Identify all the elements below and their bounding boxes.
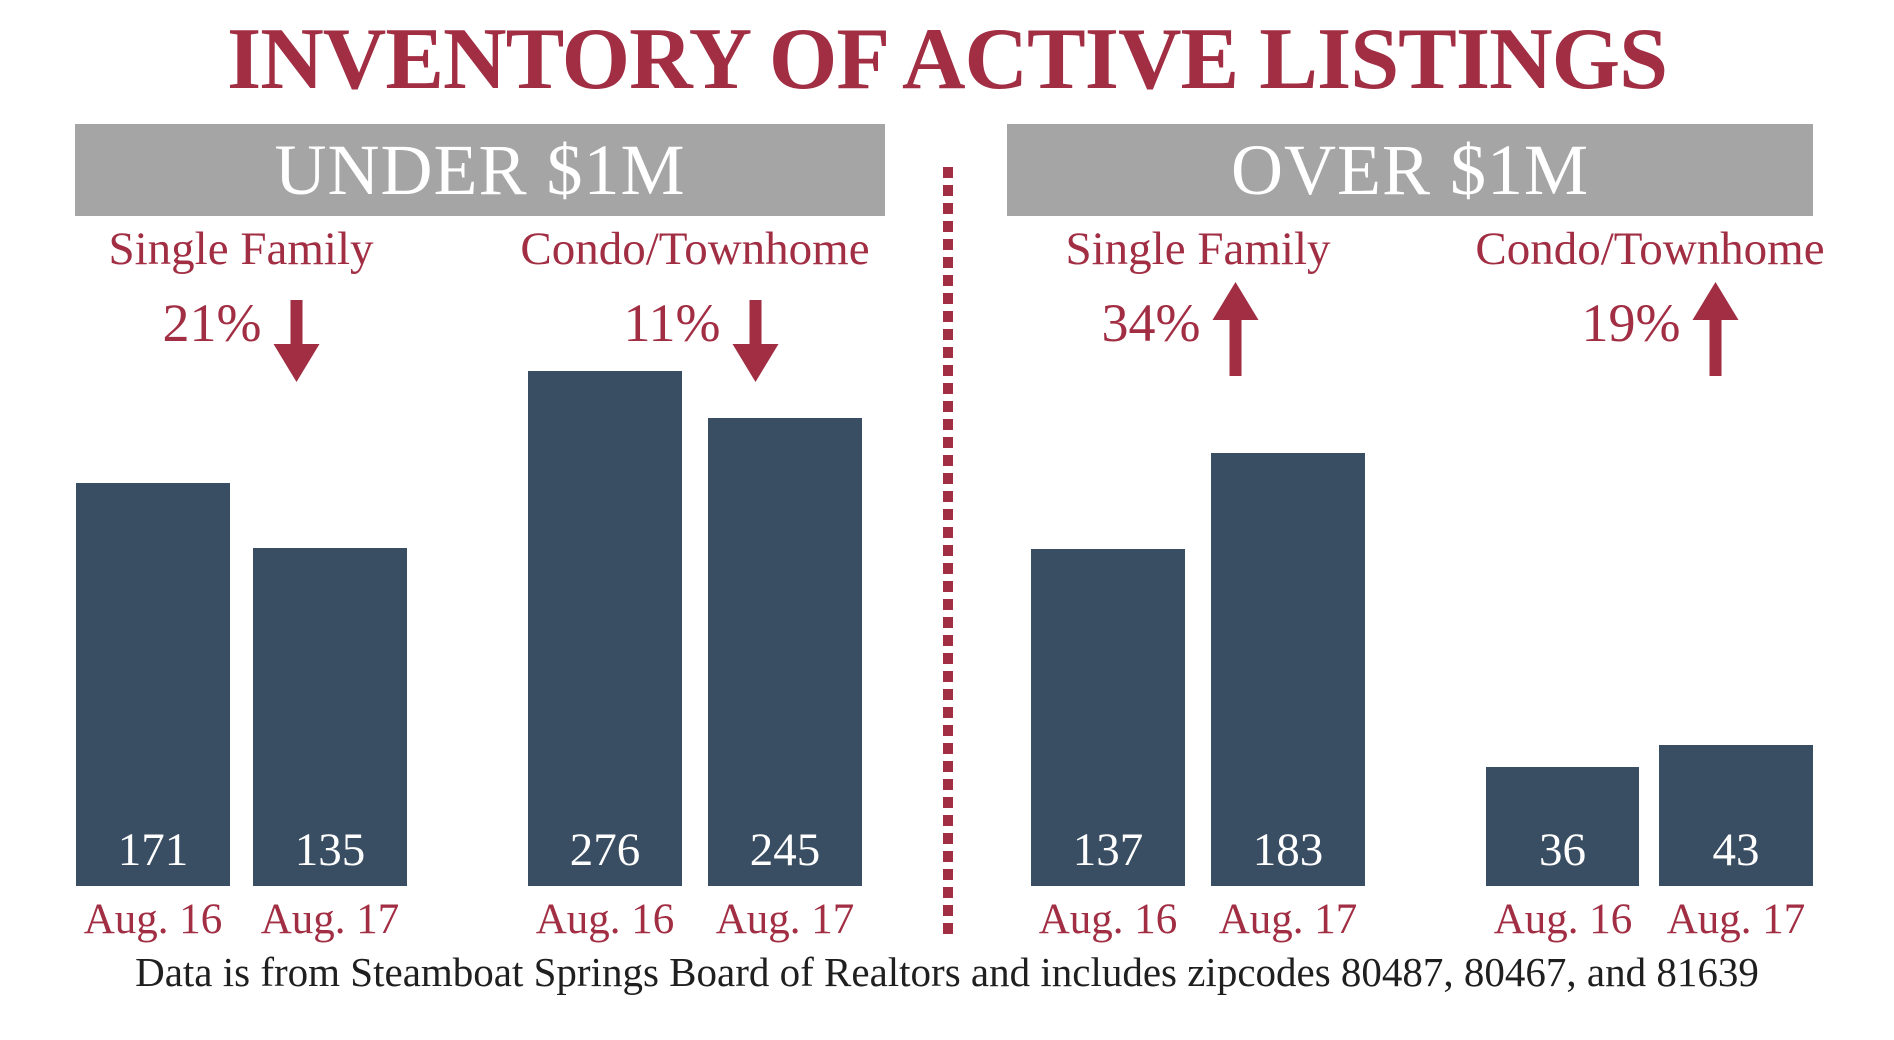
section-header-under-1m: UNDER $1M [75, 124, 885, 216]
bar-value: 43 [1712, 824, 1760, 876]
axis-label-aug16: Aug. 16 [535, 896, 675, 943]
pct-change-over-condo-townhome: 19% [1581, 282, 1739, 376]
data-source-note: Data is from Steamboat Springs Board of … [135, 949, 1759, 995]
section-header-over-1m: OVER $1M [1007, 124, 1813, 216]
group-label-over-single-family: Single Family [1065, 223, 1331, 275]
arrow-up-icon [1692, 282, 1739, 376]
axis-label-aug17: Aug. 17 [715, 896, 855, 943]
bar-under-condo-townhome-aug17: 245 [708, 418, 862, 886]
group-label-over-condo-townhome: Condo/Townhome [1475, 223, 1825, 275]
axis-label-aug16: Aug. 16 [83, 896, 223, 943]
pct-change-over-single-family: 34% [1101, 282, 1259, 376]
bar-over-condo-townhome-aug17: 43 [1659, 745, 1813, 886]
section-divider-dotted-line [943, 167, 953, 935]
bar-value: 36 [1539, 824, 1586, 876]
axis-label-aug17: Aug. 17 [260, 896, 400, 943]
axis-label-aug16: Aug. 16 [1493, 896, 1633, 943]
page-title: INVENTORY OF ACTIVE LISTINGS [226, 11, 1668, 108]
bar-value: 276 [569, 824, 641, 876]
pct-change-value: 11% [623, 293, 721, 353]
pct-change-under-condo-townhome: 11% [623, 293, 779, 382]
bar-under-single-family-aug17: 135 [253, 548, 407, 886]
bar-value: 245 [749, 824, 821, 876]
arrow-down-icon [273, 300, 320, 382]
arrow-up-icon [1212, 282, 1259, 376]
bar-value: 135 [294, 824, 366, 876]
pct-change-value: 21% [162, 293, 262, 353]
bar-value: 137 [1072, 824, 1144, 876]
bar-value: 183 [1252, 824, 1324, 876]
group-label-under-condo-townhome: Condo/Townhome [520, 223, 870, 275]
bar-over-single-family-aug16: 137 [1031, 549, 1185, 886]
pct-change-value: 34% [1101, 293, 1201, 353]
bar-under-condo-townhome-aug16: 276 [528, 371, 682, 886]
group-label-under-single-family: Single Family [108, 223, 374, 275]
arrow-down-icon [732, 300, 779, 382]
bar-over-condo-townhome-aug16: 36 [1486, 767, 1639, 886]
axis-label-aug16: Aug. 16 [1038, 896, 1178, 943]
axis-label-aug17: Aug. 17 [1218, 896, 1358, 943]
pct-change-value: 19% [1581, 293, 1681, 353]
axis-label-aug17: Aug. 17 [1666, 896, 1806, 943]
bar-value: 171 [117, 824, 189, 876]
bar-under-single-family-aug16: 171 [76, 483, 230, 886]
pct-change-under-single-family: 21% [162, 293, 320, 382]
bar-over-single-family-aug17: 183 [1211, 453, 1365, 886]
